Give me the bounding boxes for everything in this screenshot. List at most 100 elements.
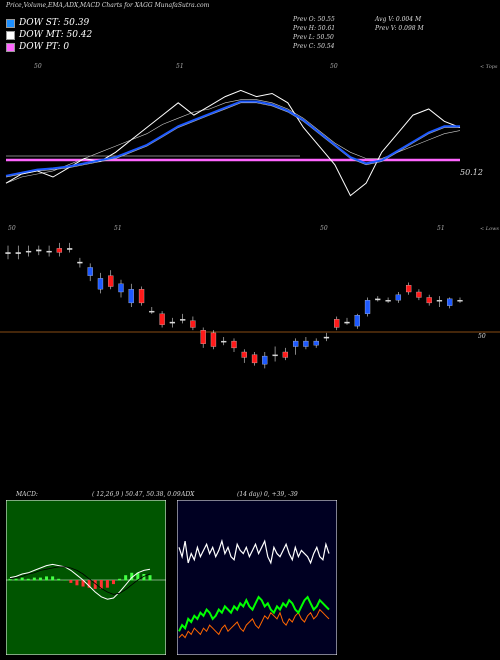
adx-line (178, 538, 330, 565)
price-tick-label: 50 (8, 225, 16, 232)
adx-plus-di-line (178, 595, 330, 632)
macd-histogram-bar (124, 575, 128, 581)
candle-body (108, 275, 114, 287)
candle-body (303, 340, 309, 347)
price-tick-label: 51 (114, 225, 122, 232)
candle-body (334, 319, 340, 328)
macd-histogram-bar (136, 572, 140, 581)
adx-chart (177, 500, 337, 655)
candle-body (364, 300, 371, 314)
candle-body (66, 248, 73, 250)
candle-body (138, 289, 145, 304)
candle-body (447, 298, 453, 306)
avg-volume: Avg V: 0.004 M (375, 16, 422, 23)
candle-body (344, 321, 350, 324)
candle-body (149, 310, 155, 313)
candle-body (169, 321, 176, 324)
candle-body (436, 300, 443, 302)
candle-body (87, 267, 93, 276)
ema-tick-label: 50 (34, 63, 42, 70)
prev-close: Prev C: 50.54 (293, 43, 335, 50)
macd-histogram-bar (105, 580, 109, 588)
candle-body (25, 250, 32, 253)
ema-series-line (5, 99, 461, 184)
swatch-dow-pt (6, 42, 15, 52)
candle-body (210, 332, 217, 347)
candle-body (262, 355, 268, 365)
macd-background (6, 500, 166, 655)
macd-histogram-bar (99, 580, 103, 589)
macd-histogram-bar (93, 580, 97, 589)
ema-blue-line (5, 100, 460, 177)
candle-body (221, 340, 227, 343)
swatch-dow-mt (6, 30, 15, 40)
ema-chart: 50 51 50 < Tops 50.12 (5, 63, 498, 197)
macd-histogram-bar (118, 578, 122, 581)
candle-body (190, 320, 196, 328)
candle-body (118, 283, 124, 293)
adx-background (177, 500, 337, 655)
adx-minus-di-line (178, 608, 330, 639)
legend-dow-pt: DOW PT: 0 (6, 42, 69, 52)
macd-histogram-bar (87, 580, 91, 588)
candle-body (77, 261, 83, 264)
macd-histogram-bar (57, 578, 61, 581)
legend-dow-mt: DOW MT: 50.42 (6, 30, 92, 40)
candle-body (426, 297, 432, 304)
macd-histogram-bar (45, 576, 49, 581)
macd-histogram-bar (81, 580, 85, 587)
candle-body (416, 291, 422, 298)
macd-line (9, 563, 151, 600)
candle-body (395, 294, 402, 301)
swatch-dow-st (6, 18, 15, 28)
candle-body (282, 351, 289, 358)
candle-body (97, 278, 104, 290)
macd-histogram-bar (14, 578, 18, 581)
ema-series-line (5, 89, 461, 197)
candle-body (128, 289, 134, 304)
ema-price-label: 50.12 (460, 168, 483, 177)
price-lows-label: < Lows (480, 226, 499, 232)
candle-body (313, 340, 319, 346)
ema-tops-label: < Tops (480, 64, 498, 70)
support-level-label: 50 (478, 333, 486, 340)
candle-body (46, 250, 52, 253)
candle-body (405, 285, 412, 293)
price-chart: 50 51 50 51 < Lows 50 (0, 225, 500, 369)
candle-body (159, 313, 165, 325)
macd-histogram-bar (142, 574, 146, 581)
candle-body (231, 340, 237, 349)
prev-low: Prev L: 50.50 (293, 34, 334, 41)
candle-body (272, 354, 278, 357)
macd-histogram-bar (38, 577, 42, 581)
chart-title: Price,Volume,EMA,ADX,MACD Charts for XAG… (6, 2, 210, 9)
macd-histogram-bar (51, 576, 55, 581)
candle-body (36, 249, 42, 252)
adx-label: ADX (181, 491, 195, 498)
candle-body (375, 298, 381, 301)
prev-high: Prev H: 50.61 (293, 25, 336, 32)
macd-histogram-bar (130, 572, 134, 581)
candle-body (200, 330, 206, 344)
adx-params: (14 day) 0, +39, -39 (237, 491, 298, 498)
price-tick-label: 51 (437, 225, 445, 232)
candle-body (5, 252, 11, 254)
ema-tick-label: 51 (176, 63, 184, 70)
macd-histogram-bar (20, 577, 24, 581)
macd-histogram-bar (75, 580, 79, 586)
candle-body (241, 351, 247, 358)
macd-histogram-bar (69, 580, 73, 583)
candle-body (15, 252, 21, 254)
candle-body (251, 354, 258, 364)
candle-body (292, 340, 299, 347)
macd-histogram-bar (148, 575, 152, 581)
macd-chart (6, 500, 166, 655)
price-tick-label: 50 (320, 225, 328, 232)
dow-pt-label: DOW PT: 0 (19, 42, 70, 52)
macd-label: MACD: (16, 491, 38, 498)
ema-tick-label: 50 (330, 63, 338, 70)
prev-volume: Prev V: 0.098 M (375, 25, 424, 32)
macd-histogram-bar (63, 580, 67, 581)
candle-body (179, 319, 186, 321)
ema-series-line (5, 102, 460, 178)
